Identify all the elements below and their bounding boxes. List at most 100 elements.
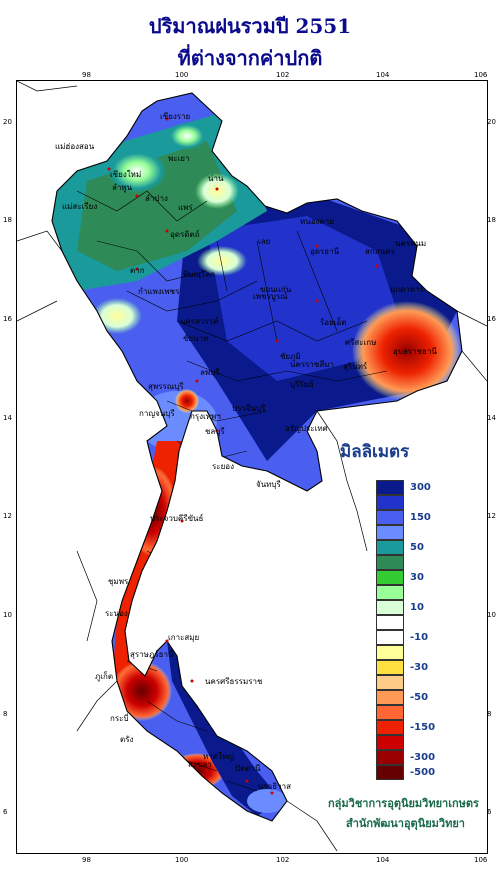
place-label: ลำปาง [145,194,168,203]
place-label: ตาก [130,266,145,275]
lon-tick: 98 [82,71,91,79]
legend-label: -500 [410,767,436,778]
legend-label: 10 [410,602,424,613]
place-label: นครพนม [395,239,427,248]
legend-swatch [376,645,404,660]
place-label: ชัยนาท [183,334,209,343]
map-title-line1: ปริมาณฝนรวมปี 2551 [148,14,352,38]
place-label: ร้อยเอ็ด [320,318,347,327]
legend-label: 30 [410,572,424,583]
legend-swatch [376,630,404,645]
map-frame [16,80,488,854]
place-label: ระยอง [212,462,234,471]
place-label: อุตรดิตถ์ [170,230,200,239]
lat-tick: 20 [487,118,496,126]
legend-label: -10 [410,632,429,643]
place-label: แพร่ [178,203,193,212]
place-label: เพชรบูรณ์ [253,292,288,301]
lat-tick: 18 [487,216,496,224]
place-label: อุบลราชธานี [393,347,437,356]
lon-tick: 102 [276,856,290,864]
place-label: ขอนแก่น [260,285,292,294]
legend-swatch [376,735,404,750]
place-label: เชียงราย [160,112,191,121]
place-label: พิษณุโลก [183,270,216,279]
map-title-line2: ที่ต่างจากค่าปกติ [177,46,323,70]
place-label: นครศรีธรรมราช [205,677,263,686]
lat-tick: 16 [487,315,496,323]
legend-swatch [376,510,404,525]
legend-swatch [376,540,404,555]
legend-title: มิลลิเมตร [340,442,410,462]
place-label: อรัญประเทศ [285,424,328,433]
legend-swatch [376,480,404,495]
legend-swatch [376,570,404,585]
place-label: สุราษฎร์ธานี [130,650,174,659]
legend-swatch [376,705,404,720]
legend-label: -150 [410,722,436,733]
legend-swatch [376,525,404,540]
place-label: ชัยภูมิ [280,352,301,361]
place-label: สุรินทร์ [343,362,368,371]
lat-tick: 12 [3,512,12,520]
neighbor-outlines [17,81,487,852]
lat-tick: 8 [487,710,492,718]
place-label: ปราจีนบุรี [232,404,266,413]
lat-tick: 12 [487,512,496,520]
place-label: นครราชสีมา [290,360,334,369]
place-label: ตรัง [120,735,134,744]
place-label: ชลบุรี [205,427,225,436]
place-label: ลำพูน [112,183,133,192]
place-label: กระบี่ [110,714,129,723]
lat-tick: 16 [3,315,12,323]
lat-tick: 10 [487,611,496,619]
place-label: สุพรรณบุรี [148,382,184,391]
place-label: มุกดาหาร [390,285,424,294]
place-label: เกาะสมุย [168,633,200,642]
thailand-outline [51,92,463,822]
legend-swatch [376,765,404,780]
legend-swatch [376,660,404,675]
place-label: หาดใหญ่ [203,752,234,761]
lat-tick: 6 [487,808,492,816]
legend-label: -30 [410,662,429,673]
place-label: กำแพงเพชร [138,287,180,296]
place-label: ระนอง [105,609,128,618]
station-markers [107,117,379,795]
lon-tick: 98 [82,856,91,864]
place-label: อุดรธานี [310,247,340,256]
legend-label: 150 [410,512,431,523]
place-label: แม่ฮ่องสอน [55,142,95,151]
place-label: บุรีรัมย์ [290,380,314,389]
legend-swatch [376,750,404,765]
legend-swatch [376,675,404,690]
lon-tick: 104 [376,856,390,864]
legend-label: 300 [410,482,431,493]
lat-tick: 8 [3,710,8,718]
place-label: น่าน [208,174,224,183]
place-label: เลย [258,237,271,246]
place-label: เชียงใหม่ [110,170,142,179]
legend-swatch [376,690,404,705]
legend-label: -50 [410,692,429,703]
place-label: ปัตตานี [235,764,261,773]
legend-swatch [376,600,404,615]
lat-tick: 10 [3,611,12,619]
legend-label: 50 [410,542,424,553]
lat-tick: 18 [3,216,12,224]
place-label: พะเยา [168,154,190,163]
lat-tick: 14 [3,414,12,422]
credit-line2: สำนักพัฒนาอุตุนิยมวิทยา [346,817,465,830]
lon-tick: 104 [376,71,390,79]
legend-swatch [376,615,404,630]
place-label: กรุงเทพฯ [190,412,221,421]
legend-swatch [376,555,404,570]
place-label: นราธิวาส [258,782,292,791]
lat-tick: 14 [487,414,496,422]
place-label: ศรีสะเกษ [345,338,377,347]
place-label: หนองคาย [300,217,334,226]
place-label: ประจวบคีรีขันธ์ [150,514,204,523]
credit-line1: กลุ่มวิชาการอุตุนิยมวิทยาเกษตร [328,797,479,810]
lon-tick: 100 [175,71,189,79]
place-label: สกลนคร [365,247,395,256]
